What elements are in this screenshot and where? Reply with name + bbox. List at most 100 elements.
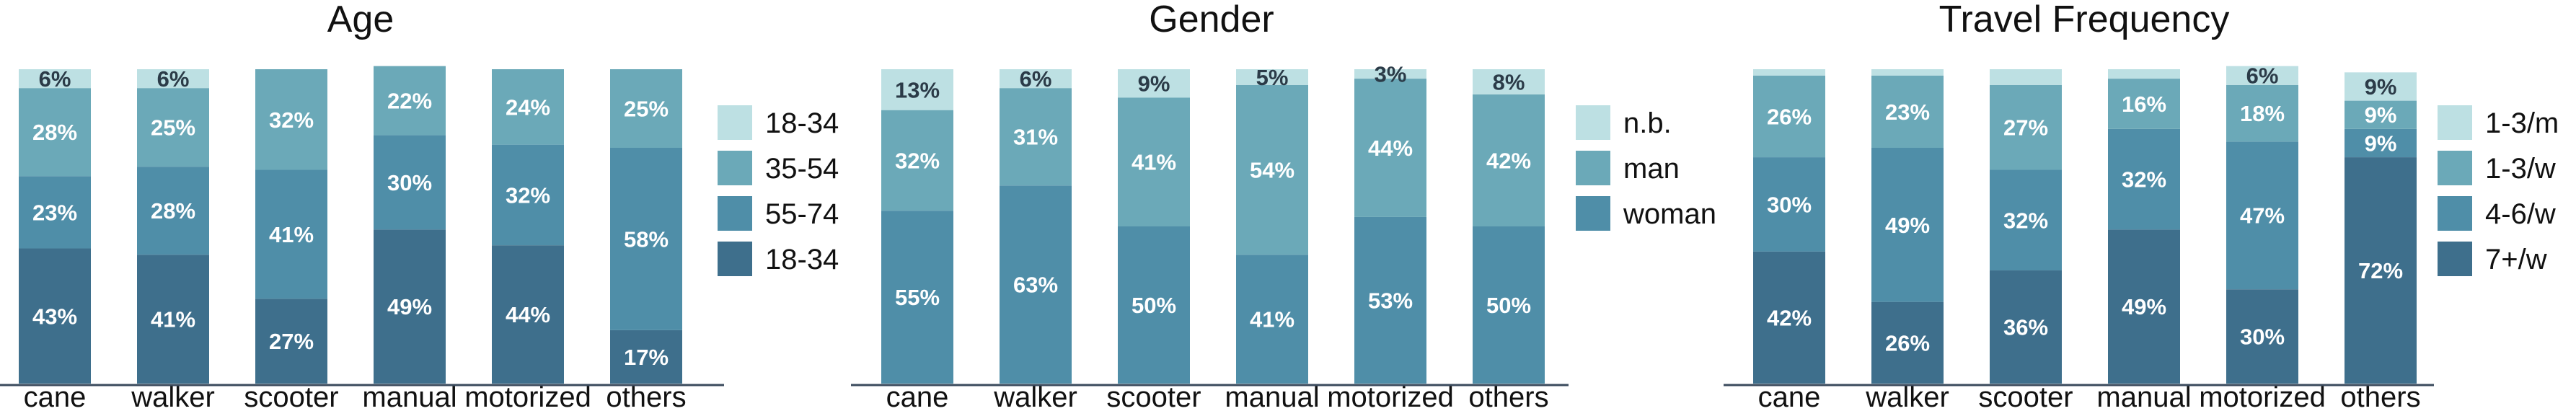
data-label: 24% — [506, 94, 550, 120]
bar-segment — [610, 330, 682, 384]
bar-segment — [2345, 72, 2417, 101]
data-label: 49% — [2122, 294, 2166, 319]
legend-label: 7+/w — [2485, 244, 2547, 275]
data-label: 49% — [387, 294, 432, 319]
bar-segment — [1871, 69, 1944, 76]
bar-segment — [492, 245, 564, 384]
data-label: 47% — [2240, 203, 2285, 229]
bar-segment — [492, 69, 564, 145]
data-label: 42% — [1767, 305, 1812, 330]
chart-panel-0: Age 43% 23% 28% 6% cane 41% 28% 25% 6% walker 27% 41… — [0, 0, 839, 411]
bar-segment — [1990, 84, 2062, 170]
bar-segment — [610, 69, 682, 148]
data-label: 41% — [1132, 150, 1176, 175]
bar-segment — [1118, 69, 1190, 98]
data-label: 26% — [1885, 330, 1930, 355]
bar-segment — [137, 167, 209, 255]
bar-segment — [19, 176, 91, 249]
legend: 1-3/m 1-3/w 4-6/w 7+/w — [2438, 105, 2559, 276]
data-label: 16% — [2122, 92, 2166, 117]
legend-label: 1-3/m — [2485, 107, 2559, 139]
data-label: 17% — [624, 345, 669, 370]
bar-segment — [2345, 157, 2417, 384]
chart-title: Travel Frequency — [1939, 0, 2230, 40]
bar-segment — [1236, 69, 1308, 85]
x-tick-label: manual — [362, 381, 456, 411]
legend-label: 1-3/w — [2485, 153, 2556, 185]
bar-segment — [1354, 216, 1426, 384]
data-label: 32% — [2003, 208, 2048, 233]
x-tick-label: others — [2340, 381, 2420, 411]
data-label: 44% — [1368, 136, 1413, 161]
bar-segment — [1473, 226, 1545, 384]
data-label: 43% — [32, 304, 77, 329]
data-label: 58% — [624, 226, 669, 252]
bar-segment — [1236, 84, 1308, 255]
bar-segment — [881, 211, 953, 384]
data-label: 9% — [2365, 102, 2397, 128]
data-label: 30% — [387, 170, 432, 195]
data-label: 18% — [2240, 101, 2285, 126]
data-label: 26% — [1767, 104, 1812, 129]
data-label: 30% — [2240, 324, 2285, 350]
bar-segment — [1990, 169, 2062, 271]
x-tick-label: cane — [24, 381, 87, 411]
data-label: 41% — [1250, 307, 1294, 332]
data-label: 36% — [2003, 315, 2048, 340]
bar-segment — [1753, 69, 1825, 76]
bar-segment — [2108, 128, 2180, 230]
bar-segment — [1473, 94, 1545, 226]
bar-segment — [1753, 157, 1825, 252]
bar-segment — [1118, 226, 1190, 384]
legend-label: man — [1623, 153, 1680, 185]
x-tick-label: scooter — [244, 381, 338, 411]
legend-swatch — [718, 105, 752, 140]
bar-segment — [255, 169, 327, 299]
chart-panel-2: Travel Frequency 42% 30% 26% cane 26% 49% 23% wa… — [1724, 0, 2559, 411]
bar-segment — [1354, 69, 1426, 79]
x-tick-label: walker — [993, 381, 1077, 411]
bar-segment — [1990, 270, 2062, 384]
data-label: 32% — [2122, 167, 2166, 193]
legend-swatch — [718, 151, 752, 185]
bar-segment — [255, 299, 327, 384]
bar-segment — [1000, 69, 1072, 89]
legend-label: 55-74 — [765, 198, 839, 230]
legend-swatch — [1576, 196, 1610, 231]
x-tick-label: others — [1468, 381, 1548, 411]
bar-segment — [1118, 97, 1190, 226]
legend-label: woman — [1623, 198, 1716, 230]
bar-segment — [137, 255, 209, 384]
data-label: 25% — [151, 115, 195, 141]
chart-title: Age — [327, 0, 394, 40]
bar-segment — [2108, 79, 2180, 129]
data-label: 25% — [624, 97, 669, 122]
bar-segment — [1000, 88, 1072, 186]
data-label: 50% — [1132, 293, 1176, 318]
legend-label: 35-54 — [765, 153, 839, 185]
data-label: 30% — [1767, 192, 1812, 217]
legend-swatch — [718, 196, 752, 231]
bar-segment — [2345, 128, 2417, 158]
chart-panel-1: Gender 55% 32% 13% cane 63% 31% 6% walker 50% 41% 9… — [851, 0, 1716, 411]
bar-segment — [2108, 69, 2180, 79]
data-label: 6% — [157, 66, 190, 92]
data-label: 23% — [32, 200, 77, 225]
x-tick-label: cane — [1758, 381, 1821, 411]
bar-segment — [374, 135, 446, 230]
data-label: 22% — [387, 89, 432, 114]
legend-swatch — [2438, 242, 2472, 276]
data-label: 63% — [1013, 273, 1058, 298]
data-label: 27% — [269, 329, 314, 354]
data-label: 6% — [1020, 66, 1052, 92]
data-label: 27% — [2003, 115, 2048, 141]
bar-segment — [881, 69, 953, 110]
bar-segment — [1871, 75, 1944, 148]
data-label: 28% — [151, 198, 195, 224]
x-tick-label: manual — [1225, 381, 1319, 411]
bar-segment — [1354, 79, 1426, 217]
legend-swatch — [2438, 196, 2472, 231]
bar-segment — [1000, 185, 1072, 384]
x-tick-label: manual — [2096, 381, 2191, 411]
